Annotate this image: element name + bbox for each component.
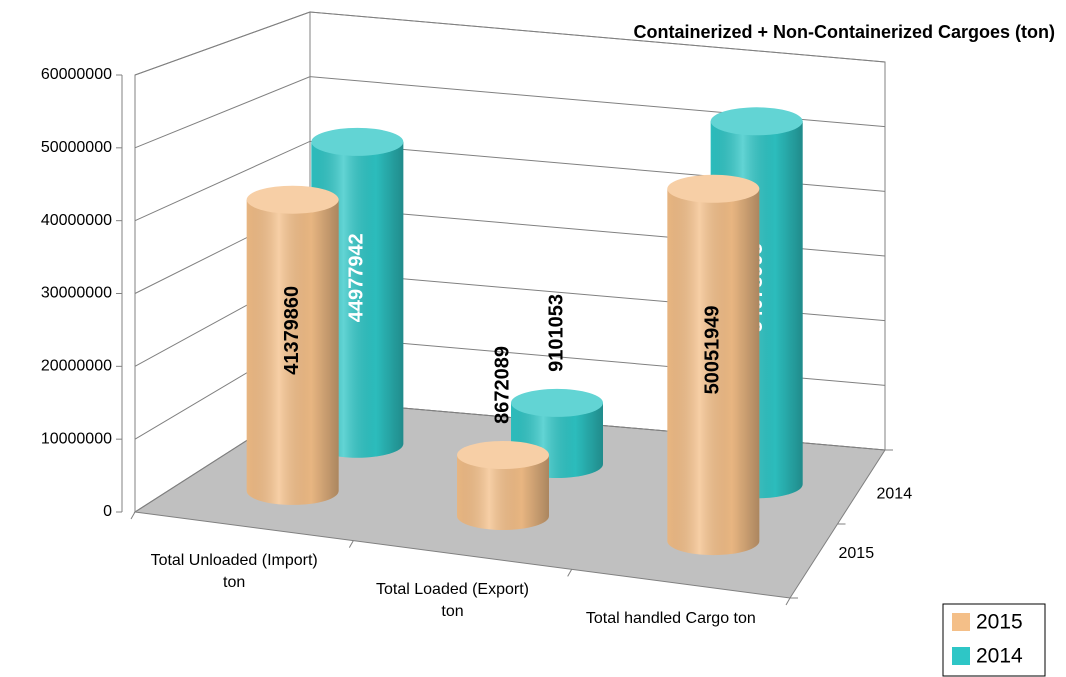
x-tick: [130, 511, 136, 520]
y-tick-label: 40000000: [41, 212, 112, 229]
y-tick-label: 50000000: [41, 139, 112, 156]
legend: 2015 2014: [942, 603, 1046, 677]
x-tick-label: Total Loaded (Export) ton: [376, 581, 529, 620]
y-tick-label: 10000000: [41, 430, 112, 447]
y-tick-label: 0: [103, 503, 112, 520]
legend-swatch: [952, 613, 970, 631]
value-label: 8672089: [491, 346, 513, 424]
x-tick-label: Total handled Cargo ton: [585, 609, 756, 627]
cylinder-top: [457, 440, 549, 469]
cylinder-top: [311, 127, 404, 156]
y-tick-label: 60000000: [41, 66, 112, 83]
cylinder-top: [710, 107, 803, 136]
chart-title: Containerized + Non-Containerized Cargoe…: [633, 22, 1055, 42]
value-label: 44977942: [346, 233, 368, 322]
grid-line: [134, 76, 886, 149]
value-label: 9101053: [545, 294, 567, 372]
y-tick-label: 20000000: [41, 358, 112, 375]
x-tick-label: Total Unloaded (Import) ton: [150, 552, 318, 592]
cylinder-shade: [457, 454, 549, 530]
cylinder-top: [511, 388, 603, 417]
cylinder-top: [667, 174, 760, 203]
z-tick-label: 2015: [839, 545, 875, 562]
x-tick: [348, 540, 354, 548]
grid-line: [134, 140, 886, 222]
grid-line: [134, 11, 886, 76]
value-label: 50051949: [702, 305, 724, 394]
cylinder-shade: [667, 188, 760, 556]
x-tick: [785, 597, 791, 606]
legend-swatch: [952, 647, 970, 665]
cylinder-shade: [246, 199, 339, 505]
cylinder-top: [246, 185, 339, 214]
legend-label: 2015: [976, 611, 1023, 634]
x-tick: [567, 569, 573, 577]
z-tick-label: 2014: [877, 486, 913, 503]
y-tick-label: 30000000: [41, 285, 112, 302]
legend-label: 2014: [976, 645, 1023, 668]
value-label: 41379860: [281, 286, 303, 375]
